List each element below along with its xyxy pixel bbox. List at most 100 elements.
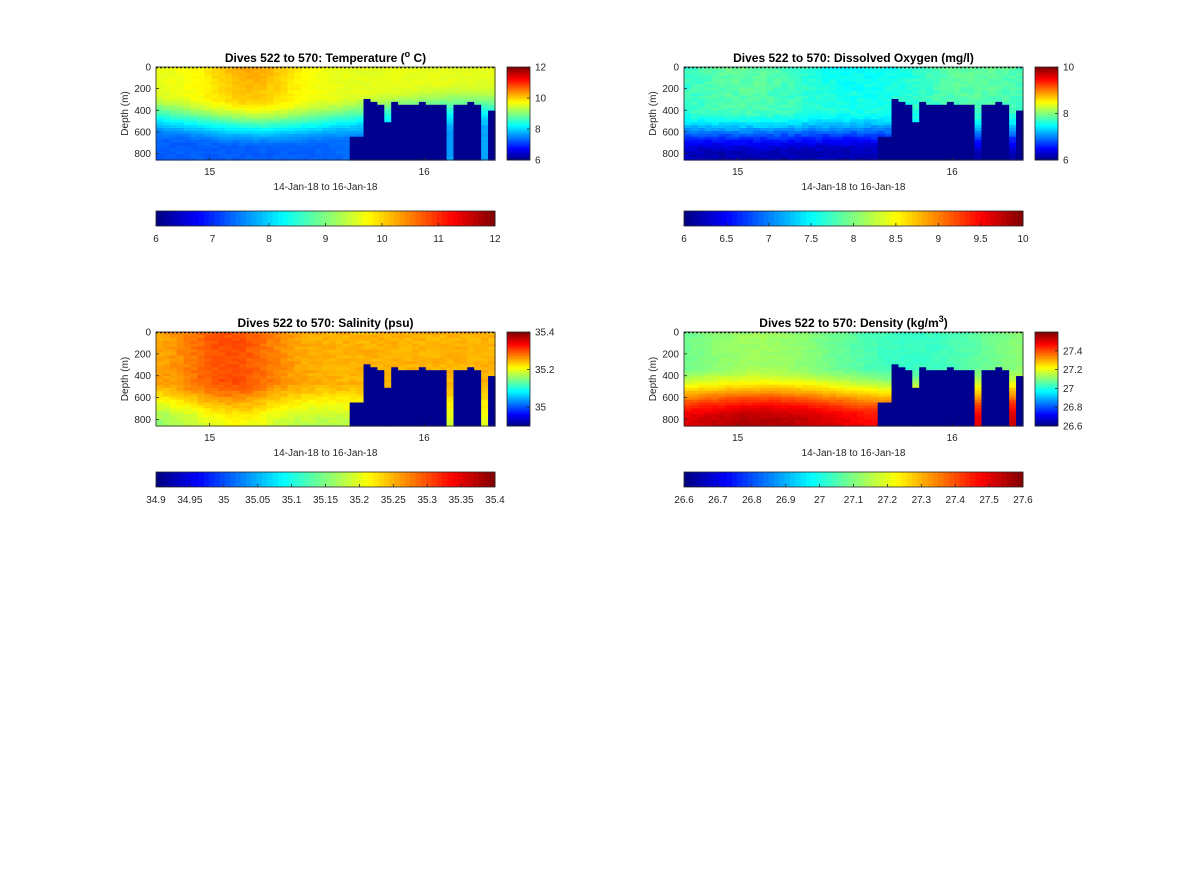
horizontal-colorbar-label: 6 — [681, 234, 687, 245]
side-colorbar-box — [506, 331, 531, 427]
horizontal-colorbar-label: 10 — [1017, 234, 1029, 245]
side-colorbar: 6 8 10 12 — [506, 63, 547, 167]
horizontal-colorbar-label: 27.2 — [878, 495, 898, 506]
horizontal-colorbar-label: 10 — [376, 234, 388, 245]
side-colorbar-label: 12 — [535, 63, 547, 74]
side-colorbar-label: 35.4 — [535, 328, 555, 339]
subplot-2: Dives 522 to 570: Dissolved Oxygen (mg/l… — [648, 51, 1075, 245]
horizontal-colorbar: 6 6.5 7 7.5 8 8.5 9 9.5 10 — [681, 210, 1029, 245]
heatmap-cells — [156, 332, 496, 427]
horizontal-colorbar-label: 26.7 — [708, 495, 728, 506]
y-tick-label: 600 — [134, 127, 151, 138]
side-colorbar: 6 8 10 — [1034, 63, 1075, 167]
y-tick-label: 400 — [662, 106, 679, 117]
side-colorbar-label: 26.8 — [1063, 403, 1083, 414]
y-tick-label: 400 — [134, 106, 151, 117]
side-colorbar-label: 6 — [535, 156, 541, 167]
y-axis-label: Depth (m) — [648, 357, 659, 401]
horizontal-colorbar-label: 8 — [266, 234, 272, 245]
horizontal-colorbar-label: 11 — [433, 234, 444, 245]
horizontal-colorbar: 26.6 26.7 26.8 26.9 27 27.1 27.2 27.3 27.4 27.5 27… — [674, 471, 1033, 506]
side-colorbar-label: 27.2 — [1063, 365, 1083, 376]
horizontal-colorbar-label: 6 — [153, 234, 159, 245]
plot-title: Dives 522 to 570: Dissolved Oxygen (mg/l… — [733, 51, 974, 65]
subplot-3: Dives 522 to 570: Salinity (psu) 0 200 400 6… — [120, 316, 555, 506]
horizontal-colorbar-label: 35.1 — [282, 495, 302, 506]
horizontal-colorbar-label: 35.2 — [350, 495, 370, 506]
x-axis-label: 14-Jan-18 to 16-Jan-18 — [802, 448, 906, 459]
x-axis-label: 14-Jan-18 to 16-Jan-18 — [274, 448, 378, 459]
x-tick-label: 16 — [947, 167, 959, 178]
x-tick-label: 15 — [204, 433, 216, 444]
y-tick-label: 200 — [662, 349, 679, 360]
horizontal-colorbar-label: 27.1 — [844, 495, 864, 506]
horizontal-colorbar: 6 7 8 9 10 11 12 — [153, 210, 501, 245]
side-colorbar-label: 6 — [1063, 156, 1069, 167]
y-tick-label: 800 — [134, 149, 151, 160]
side-colorbar-label: 35 — [535, 403, 547, 414]
y-tick-label: 0 — [145, 63, 151, 74]
heatmap-cells — [684, 67, 1024, 161]
y-tick-label: 600 — [662, 393, 679, 404]
x-tick-label: 16 — [947, 433, 959, 444]
horizontal-colorbar-label: 7 — [766, 234, 772, 245]
horizontal-colorbar-label: 27.5 — [979, 495, 999, 506]
horizontal-colorbar-label: 27.4 — [945, 495, 965, 506]
plot-title: Dives 522 to 570: Density (kg/m3) — [759, 314, 947, 330]
horizontal-colorbar-label: 35.25 — [381, 495, 406, 506]
horizontal-colorbar-label: 27.3 — [912, 495, 932, 506]
y-axis-label: Depth (m) — [120, 91, 131, 135]
horizontal-colorbar-label: 9.5 — [974, 234, 988, 245]
heatmap-cells — [684, 332, 1024, 427]
side-colorbar-label: 8 — [1063, 109, 1069, 120]
horizontal-colorbar-label: 6.5 — [719, 234, 733, 245]
horizontal-colorbar-label: 35.35 — [449, 495, 474, 506]
horizontal-colorbar-label: 8 — [851, 234, 857, 245]
plot-title: Dives 522 to 570: Temperature (o C) — [225, 49, 426, 65]
horizontal-colorbar-label: 34.95 — [177, 495, 202, 506]
y-tick-label: 400 — [134, 371, 151, 382]
y-axis-label: Depth (m) — [120, 357, 131, 401]
horizontal-colorbar-label: 9 — [323, 234, 329, 245]
side-colorbar-label: 8 — [535, 125, 541, 136]
axes-box — [683, 331, 1024, 427]
horizontal-colorbar-label: 27 — [814, 495, 826, 506]
horizontal-colorbar-label: 12 — [489, 234, 501, 245]
axes-box — [155, 331, 496, 427]
horizontal-colorbar-label: 26.6 — [674, 495, 694, 506]
y-axis-label: Depth (m) — [648, 91, 659, 135]
x-axis-label: 14-Jan-18 to 16-Jan-18 — [802, 182, 906, 193]
y-tick-label: 200 — [662, 84, 679, 95]
horizontal-colorbar-label: 26.9 — [776, 495, 796, 506]
y-tick-label: 800 — [662, 149, 679, 160]
side-colorbar-label: 10 — [535, 94, 547, 105]
horizontal-colorbar-label: 35 — [218, 495, 230, 506]
horizontal-colorbar-label: 35.05 — [245, 495, 270, 506]
horizontal-colorbar-label: 8.5 — [889, 234, 903, 245]
y-tick-label: 800 — [134, 415, 151, 426]
y-tick-label: 400 — [662, 371, 679, 382]
side-colorbar-label: 10 — [1063, 63, 1075, 74]
y-tick-label: 200 — [134, 349, 151, 360]
y-tick-label: 800 — [662, 415, 679, 426]
side-colorbar-box — [506, 66, 531, 161]
y-tick-label: 600 — [662, 127, 679, 138]
axes-box — [155, 66, 496, 161]
plot-title: Dives 522 to 570: Salinity (psu) — [237, 316, 413, 330]
side-colorbar: 26.6 26.8 27 27.2 27.4 — [1034, 331, 1083, 433]
horizontal-colorbar-label: 7.5 — [804, 234, 818, 245]
side-colorbar-label: 26.6 — [1063, 422, 1083, 433]
horizontal-colorbar: 34.9 34.95 35 35.05 35.1 35.15 35.2 35.25 35.3 35… — [146, 471, 505, 506]
horizontal-colorbar-label: 26.8 — [742, 495, 762, 506]
x-tick-label: 15 — [732, 167, 744, 178]
x-tick-label: 16 — [419, 433, 431, 444]
side-colorbar-label: 27.4 — [1063, 346, 1083, 357]
side-colorbar-label: 27 — [1063, 384, 1075, 395]
side-colorbar-label: 35.2 — [535, 365, 555, 376]
horizontal-colorbar-label: 35.3 — [417, 495, 437, 506]
y-tick-label: 0 — [673, 328, 679, 339]
x-tick-label: 15 — [204, 167, 216, 178]
y-tick-label: 0 — [145, 328, 151, 339]
side-colorbar: 35 35.2 35.4 — [506, 328, 555, 427]
horizontal-colorbar-label: 35.15 — [313, 495, 338, 506]
